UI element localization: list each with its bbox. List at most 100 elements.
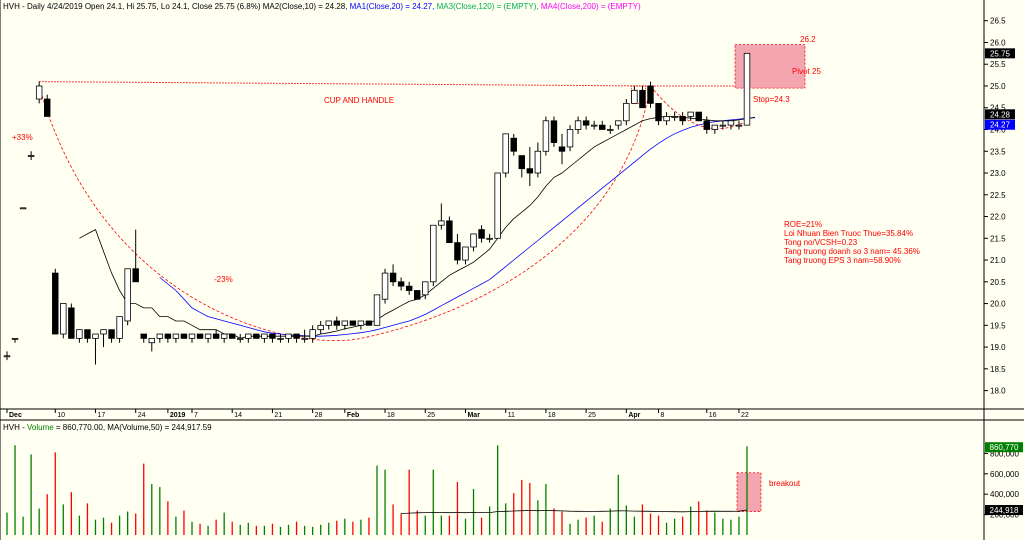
candle <box>84 329 91 343</box>
pivot-label: Pivot 25 <box>792 67 821 76</box>
candle-body <box>590 124 598 127</box>
candle-body <box>148 337 155 344</box>
ma10-badge-text: 24.28 <box>990 110 1011 119</box>
candle-body <box>277 337 284 340</box>
candle <box>405 281 413 295</box>
candle <box>349 320 357 326</box>
candle <box>212 329 220 339</box>
candle <box>727 120 735 130</box>
candle-body <box>671 116 678 118</box>
candle-body <box>100 329 107 335</box>
candle-body <box>574 120 582 130</box>
x-tick-label: 14 <box>234 412 242 419</box>
target-label: 26.2 <box>800 35 816 44</box>
candle-body <box>462 246 469 261</box>
candle-body <box>647 85 654 104</box>
candle-body <box>405 285 413 291</box>
candle-body <box>735 124 743 127</box>
candle <box>140 333 147 343</box>
candle-body <box>164 333 172 339</box>
candle-body <box>317 324 324 331</box>
candle <box>188 333 196 343</box>
candle <box>3 351 11 361</box>
x-tick-label: 8 <box>661 412 665 419</box>
price-y-tick-label: 25.0 <box>990 82 1006 91</box>
volume-header-rest: = 860,770.00, MA(Volume,50) = 244,917.59 <box>53 423 212 432</box>
candle-body <box>84 329 91 339</box>
candle-body <box>743 52 751 126</box>
ma20-badge: 24.27 <box>985 119 1015 130</box>
candle-body <box>389 272 397 283</box>
candle <box>180 333 188 339</box>
volume-header-name: Volume <box>27 423 54 432</box>
price-y-axis: 18.0 18.5 19.0 19.5 20.0 20.5 21.0 21.5 22.0 22.5… <box>984 17 1006 396</box>
fundamental-line: ROE=21% <box>784 220 822 229</box>
candle <box>333 316 340 330</box>
candle-body <box>60 303 67 335</box>
candle <box>550 116 558 147</box>
fundamental-line: Tong no/VCSH=0.23 <box>784 238 858 247</box>
vol-ma-badge-bg <box>985 505 1023 516</box>
candle-body <box>229 333 236 339</box>
x-tick-label: 28 <box>315 412 323 419</box>
candle <box>341 320 349 330</box>
candle-body <box>502 133 509 174</box>
candle <box>68 303 75 339</box>
x-axis: Dec 10 17 24 2019 7 14 21 28 Feb 18 25 Mar 11 18 25 Apr 8… <box>6 409 749 419</box>
pattern-label: CUP AND HANDLE <box>324 96 394 105</box>
candle <box>92 333 99 365</box>
x-tick-label: 25 <box>427 412 435 419</box>
ma10-badge-bg <box>985 109 1015 120</box>
price-y-tick-label: 25.5 <box>990 60 1006 69</box>
price-y-tick-label: 21.0 <box>990 256 1006 265</box>
ma20-line <box>159 117 756 337</box>
candle-body <box>719 124 727 127</box>
last-price-badge: 25.75 <box>985 48 1015 59</box>
candle-body <box>687 111 694 117</box>
x-tick-label: 24 <box>138 412 146 419</box>
x-tick-label: 22 <box>741 412 749 419</box>
candle <box>582 116 590 130</box>
left-gain-label: +33% <box>12 133 33 142</box>
fundamental-line: Tang truong doanh so 3 nam= 45.36% <box>784 247 920 256</box>
candle-body <box>35 85 43 100</box>
x-tick-label: 11 <box>508 412 515 419</box>
last-volume-badge-text: 860,770 <box>990 443 1019 452</box>
candle <box>623 99 630 126</box>
last-price-badge-text: 25.75 <box>990 49 1011 58</box>
candle-body <box>623 102 630 122</box>
price-y-tick-label: 22.0 <box>990 213 1006 222</box>
candle-body <box>301 337 308 340</box>
candle <box>196 333 204 339</box>
ma10-badge: 24.28 <box>985 109 1015 120</box>
price-y-tick-label: 26.0 <box>990 38 1006 47</box>
candle-body <box>285 333 292 339</box>
candle-body <box>566 129 574 148</box>
candle-body <box>397 281 405 287</box>
candle-body <box>639 89 646 109</box>
candle-body <box>373 294 381 326</box>
candle-body <box>68 307 75 339</box>
candle-body <box>124 268 131 322</box>
candle-body <box>52 272 59 335</box>
candle-body <box>212 333 220 339</box>
candle <box>590 120 598 130</box>
candle <box>261 333 268 343</box>
x-tick-label: 18 <box>387 412 395 419</box>
candle-body <box>663 116 670 122</box>
candle-body <box>140 333 147 339</box>
candle <box>269 333 276 343</box>
x-tick-label: 25 <box>588 412 596 419</box>
x-tick-label: 7 <box>194 412 198 419</box>
fundamental-line: Loi Nhuan Bien Truoc Thue=35.84% <box>784 229 913 238</box>
candle <box>695 111 702 122</box>
candle <box>743 52 751 126</box>
candle-body <box>269 333 276 339</box>
price-y-tick-label: 18.0 <box>990 387 1006 396</box>
candle <box>502 133 509 178</box>
candle-body <box>454 242 461 261</box>
cup-curve <box>38 85 651 341</box>
candle-body <box>309 329 316 339</box>
x-tick-label: 17 <box>97 412 105 419</box>
